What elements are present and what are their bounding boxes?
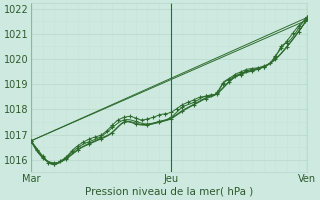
X-axis label: Pression niveau de la mer( hPa ): Pression niveau de la mer( hPa ): [85, 187, 253, 197]
